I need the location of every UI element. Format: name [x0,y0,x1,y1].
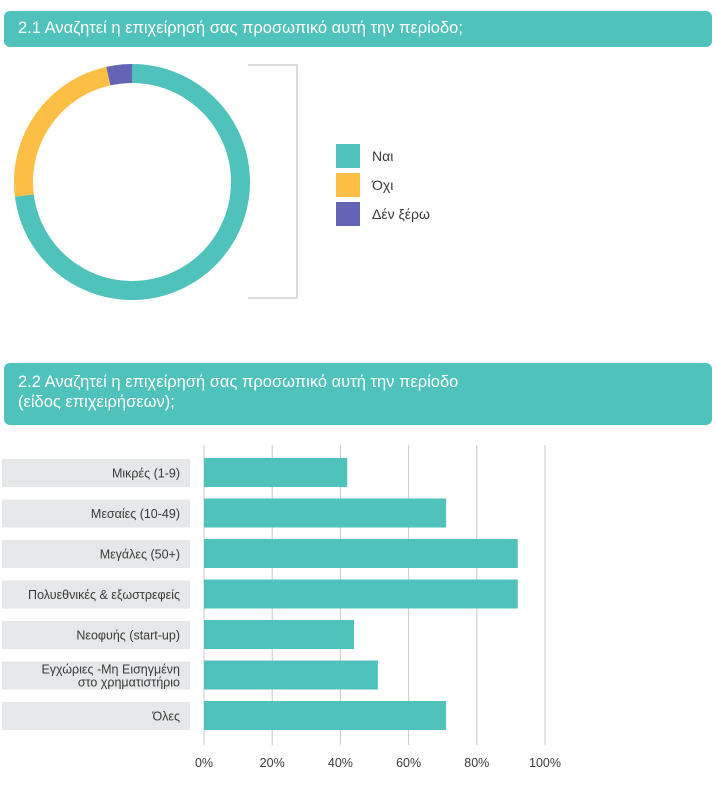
category-label: Νεοφυής (start-up) [76,629,180,643]
category-label: Πολυεθνικές & εξωστρεφείς [28,588,180,602]
category-label-bg [2,702,190,730]
category-label-bg [2,459,190,487]
legend-item-yes: Ναι [336,144,430,168]
bar [204,620,355,649]
bar [204,498,447,528]
category-label: Εγχώριες -Μη Εισηγμένη [41,663,180,677]
donut-slice-no [13,66,111,197]
category-label: στο χρηματιστήριο [78,676,180,690]
x-tick-label: 20% [260,756,285,770]
bar [204,660,378,690]
category-label-bg [2,621,190,649]
legend-label-no: Όχι [372,177,394,193]
category-label-bg [2,661,190,690]
section-1-title: 2.1 Αναζητεί η επιχείρησή σας προσωπικό … [18,19,463,37]
category-label: Μικρές (1-9) [112,467,180,481]
legend-swatch-yes [336,144,360,168]
donut-chart [13,64,298,300]
section-2-banner: 2.2 Αναζητεί η επιχείρησή σας προσωπικό … [4,363,712,425]
section-1-banner: 2.1 Αναζητεί η επιχείρησή σας προσωπικό … [4,11,712,47]
bar [204,579,518,609]
category-label-bg [2,499,190,528]
category-label: Όλες [151,710,180,724]
x-tick-label: 80% [464,756,489,770]
x-tick-label: 0% [195,756,213,770]
bar [204,539,518,568]
bar [204,701,447,730]
x-tick-label: 100% [529,756,561,770]
legend-bracket [248,64,298,299]
legend-swatch-no [336,173,360,197]
category-label: Μεγάλες (50+) [100,548,180,562]
category-label-bg [2,540,190,568]
bar [204,458,348,487]
bar-chart: Μικρές (1-9) Μεσαίες (10-49) Μεγάλες (50+)… [2,445,561,770]
category-label: Μεσαίες (10-49) [91,507,180,521]
legend-item-no: Όχι [336,173,430,197]
donut-legend: Ναι Όχι Δέν ξέρω [336,144,430,232]
section-2-title-line-1: 2.2 Αναζητεί η επιχείρησή σας προσωπικό … [18,373,459,391]
legend-label-dont-know: Δέν ξέρω [372,206,430,222]
legend-item-dont-know: Δέν ξέρω [336,202,430,226]
legend-label-yes: Ναι [372,148,394,164]
x-tick-label: 60% [396,756,421,770]
section-2-title-line-2: (είδος επιχειρήσεων); [18,393,175,411]
legend-swatch-dont-know [336,202,360,226]
category-label-bg [2,580,190,609]
x-tick-label: 40% [328,756,353,770]
donut-slice-dont-know [106,64,132,86]
